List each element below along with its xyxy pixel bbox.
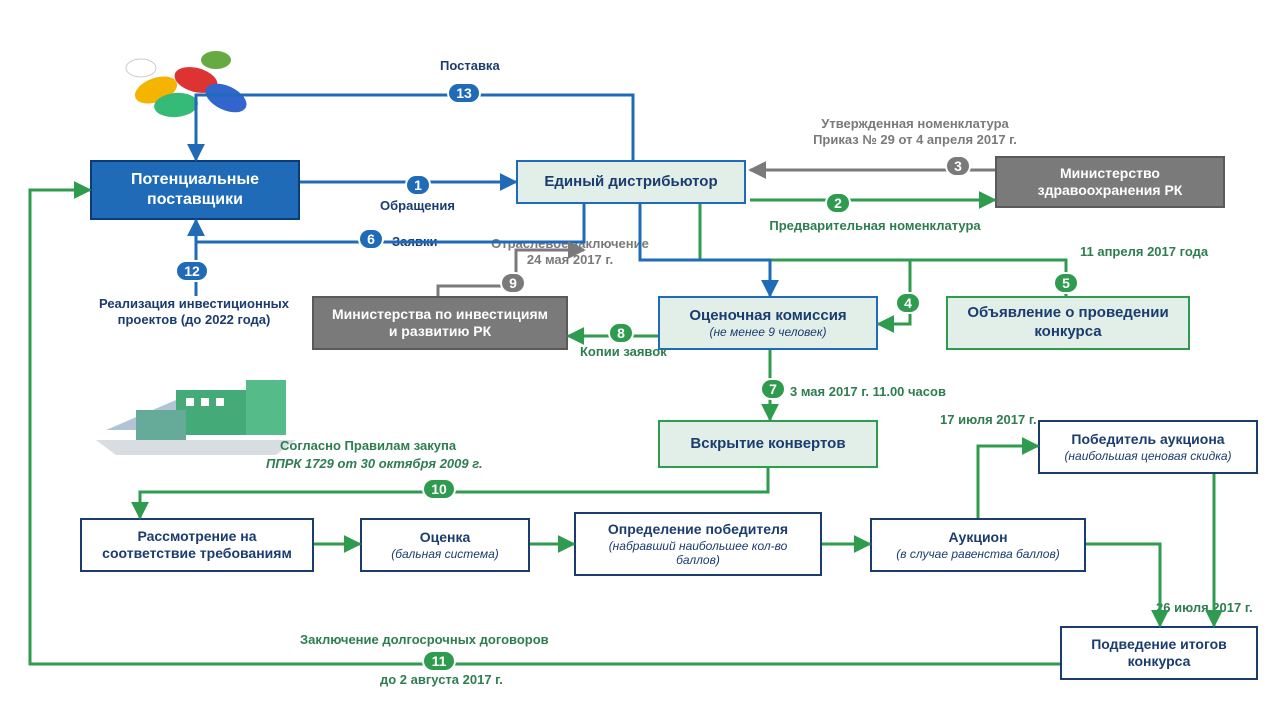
badge-6: 6 [358,228,384,250]
badge-11: 11 [422,650,456,672]
badge-10: 10 [422,478,456,500]
badge-7: 7 [760,378,786,400]
badge-2: 2 [825,192,851,214]
badge-4: 4 [895,292,921,314]
badge-3: 3 [945,155,971,177]
badge-5: 5 [1053,272,1079,294]
badge-1: 1 [405,174,431,196]
badge-12: 12 [175,260,209,282]
badge-8: 8 [608,322,634,344]
badge-13: 13 [447,82,481,104]
badge-9: 9 [500,272,526,294]
connectors-svg [0,0,1280,720]
